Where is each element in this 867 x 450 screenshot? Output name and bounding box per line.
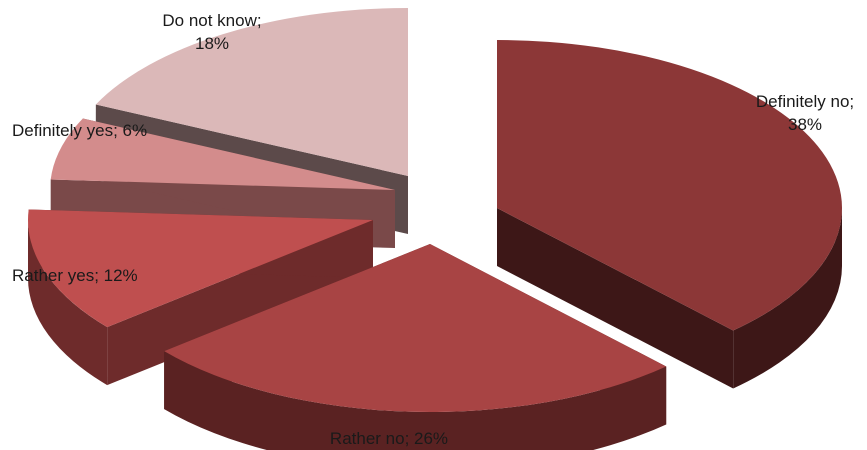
label-definitely-no-value: 38% — [788, 115, 822, 134]
slice-wall-definitely-no-1 — [497, 208, 734, 389]
label-do-not-know-name: Do not know; — [162, 11, 261, 30]
slice-top-rather-yes — [27, 209, 374, 328]
slice-top-rather-no — [164, 244, 667, 413]
slice-top-definitely-yes — [50, 118, 396, 190]
slice-top-definitely-no — [497, 40, 843, 331]
label-do-not-know-value: 18% — [195, 34, 229, 53]
label-definitely-no-name: Definitely no; — [756, 92, 854, 111]
label-definitely-yes: Definitely yes; 6% — [12, 121, 147, 140]
slice-rim-rather-no — [164, 351, 667, 450]
label-rather-yes: Rather yes; 12% — [12, 266, 138, 285]
slice-rim-rather-yes — [27, 220, 108, 386]
slice-top-do-not-know — [95, 8, 408, 176]
pie-slice-tops — [27, 8, 843, 413]
label-rather-no: Rather no; 26% — [330, 429, 448, 448]
slice-rim-definitely-no — [733, 208, 843, 389]
